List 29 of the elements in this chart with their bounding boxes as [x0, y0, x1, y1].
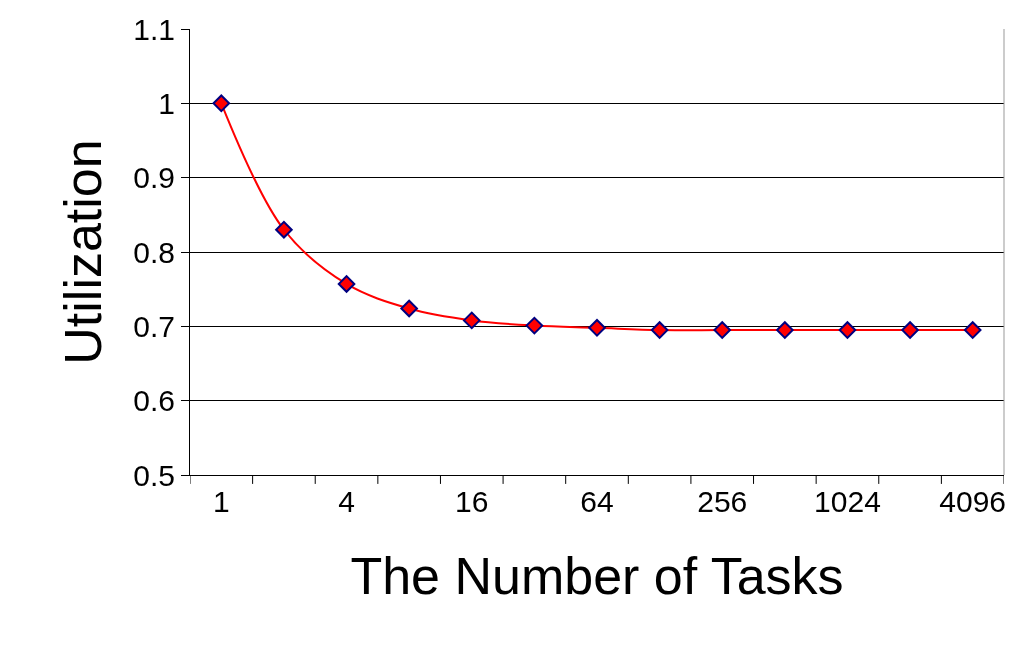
point	[275, 220, 293, 239]
x-tick-label: 1024	[814, 485, 881, 518]
point	[838, 321, 857, 339]
x-tick-label: 256	[697, 485, 748, 518]
y-tick-label: 1	[158, 86, 175, 120]
x-tick-label: 1	[212, 485, 230, 518]
x-axis-title: The Number of Tasks	[350, 546, 844, 605]
x-tick-label: 64	[580, 485, 614, 518]
x-tick-label: 4	[338, 485, 355, 518]
y-tick-label: 0.8	[133, 235, 175, 269]
point	[525, 316, 544, 335]
point	[963, 321, 982, 339]
y-tick-label: 1.1	[133, 12, 175, 46]
y-axis-title: Utilization	[53, 139, 112, 365]
point	[337, 275, 356, 293]
point	[212, 94, 231, 113]
point	[776, 321, 794, 339]
point	[462, 311, 481, 330]
y-tick-label: 0.6	[133, 384, 175, 418]
point	[713, 321, 732, 339]
point	[588, 319, 606, 337]
x-tick-label: 16	[455, 485, 489, 518]
point	[901, 321, 919, 339]
point	[650, 321, 669, 339]
y-tick-label: 0.7	[133, 309, 175, 343]
y-tick-label: 0.9	[133, 161, 175, 195]
y-tick-label: 0.5	[133, 458, 175, 492]
point	[400, 299, 418, 318]
x-tick-label: 4096	[939, 485, 1007, 518]
